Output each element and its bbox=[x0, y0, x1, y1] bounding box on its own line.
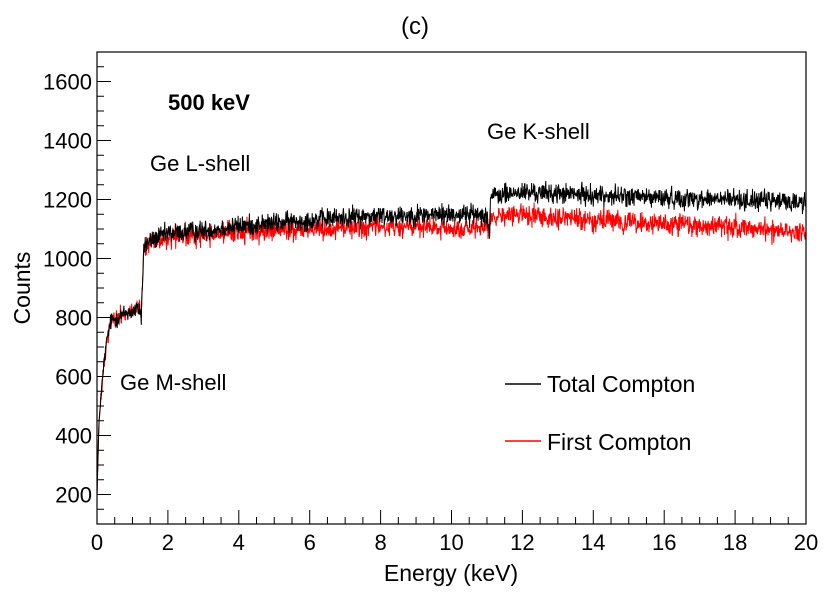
plot-frame bbox=[96, 51, 807, 525]
x-tick-label: 14 bbox=[581, 530, 605, 555]
m-shell-annotation: Ge M-shell bbox=[120, 370, 226, 395]
y-axis-title: Counts bbox=[9, 252, 35, 325]
y-tick-label: 200 bbox=[55, 483, 92, 508]
x-tick-label: 10 bbox=[439, 530, 463, 555]
x-tick-label: 16 bbox=[652, 530, 676, 555]
y-tick-label: 1600 bbox=[43, 70, 92, 95]
y-tick-label: 1400 bbox=[43, 129, 92, 154]
y-tick-label: 1000 bbox=[43, 247, 92, 272]
series-first-compton bbox=[96, 202, 807, 496]
legend-label-first: First Compton bbox=[547, 429, 691, 455]
chart-title: (c) bbox=[401, 13, 429, 40]
y-axis: 200 400 600 800 1000 1200 1400 1600 bbox=[43, 51, 111, 525]
series-layer bbox=[96, 180, 807, 497]
x-tick-label: 20 bbox=[794, 530, 818, 555]
k-shell-annotation: Ge K-shell bbox=[487, 119, 590, 144]
y-tick-label: 800 bbox=[55, 306, 92, 331]
y-tick-label: 1200 bbox=[43, 188, 92, 213]
x-axis-title: Energy (keV) bbox=[384, 560, 518, 586]
x-tick-label: 8 bbox=[374, 530, 386, 555]
legend: Total Compton First Compton bbox=[505, 371, 695, 455]
legend-label-total: Total Compton bbox=[547, 371, 695, 397]
x-tick-label: 2 bbox=[162, 530, 174, 555]
l-shell-annotation: Ge L-shell bbox=[150, 151, 250, 176]
x-tick-label: 18 bbox=[723, 530, 747, 555]
x-axis: 0 2 4 6 8 10 12 14 16 18 20 bbox=[91, 510, 818, 555]
energy-annotation: 500 keV bbox=[168, 90, 250, 115]
x-tick-label: 12 bbox=[510, 530, 534, 555]
series-total-compton bbox=[96, 180, 807, 497]
x-tick-label: 4 bbox=[233, 530, 245, 555]
x-tick-label: 0 bbox=[91, 530, 103, 555]
x-tick-label: 6 bbox=[304, 530, 316, 555]
y-tick-label: 400 bbox=[55, 424, 92, 449]
y-tick-label: 600 bbox=[55, 365, 92, 390]
